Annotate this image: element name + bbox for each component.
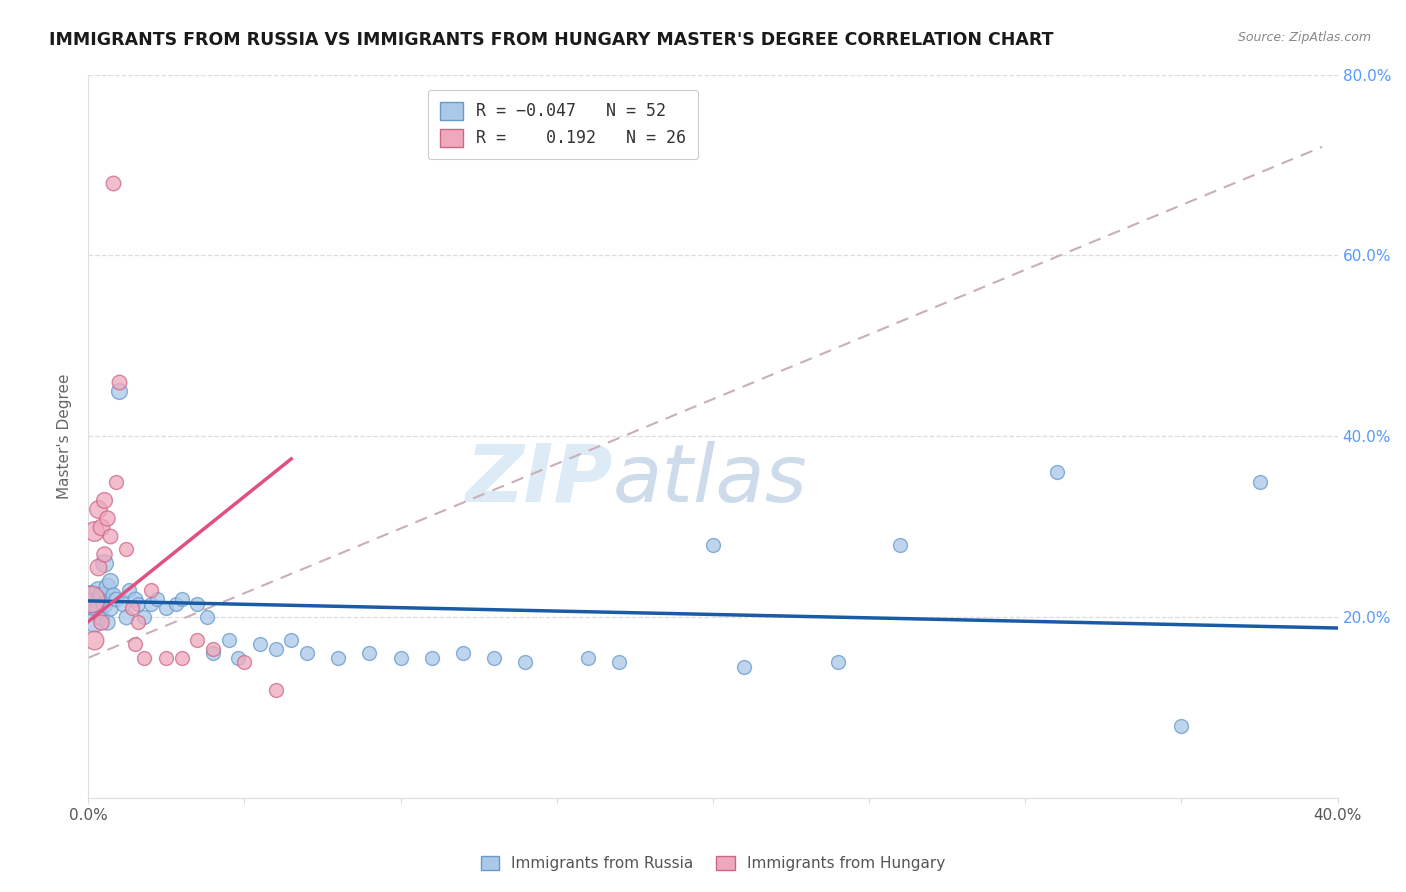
Point [889,538,911,552]
Point [515,656,537,670]
Text: IMMIGRANTS FROM RUSSIA VS IMMIGRANTS FROM HUNGARY MASTER'S DEGREE CORRELATION CH: IMMIGRANTS FROM RUSSIA VS IMMIGRANTS FRO… [49,31,1053,49]
Point [93,547,115,561]
Point [111,597,134,611]
Point [124,637,146,651]
Point [108,375,131,389]
Point [195,610,218,624]
Point [218,632,240,647]
Point [86,582,108,597]
Point [165,597,187,611]
Point [101,588,124,602]
Point [83,597,105,611]
Point [170,592,193,607]
Point [86,560,108,574]
Point [108,384,131,398]
Point [139,582,162,597]
Point [827,656,849,670]
Point [249,637,271,651]
Point [359,646,381,660]
Point [105,592,128,607]
Point [264,641,287,656]
Point [233,656,256,670]
Point [127,615,149,629]
Point [90,615,112,629]
Point [420,651,443,665]
Point [484,651,506,665]
Point [98,574,121,588]
Text: Source: ZipAtlas.com: Source: ZipAtlas.com [1237,31,1371,45]
Point [733,660,755,674]
Point [280,632,302,647]
Point [90,610,112,624]
Point [93,597,115,611]
Point [118,582,141,597]
Point [139,597,162,611]
Point [101,176,124,190]
Point [202,646,225,660]
Point [186,632,208,647]
Point [93,556,115,570]
Point [451,646,474,660]
Point [127,597,149,611]
Point [155,601,177,615]
Point [134,651,156,665]
Point [389,651,412,665]
Point [264,682,287,697]
Point [1045,466,1067,480]
Point [1249,475,1271,489]
Point [83,632,105,647]
Point [80,592,103,607]
Point [83,524,105,539]
Point [170,651,193,665]
Point [186,597,208,611]
Point [155,651,177,665]
Point [202,641,225,656]
Legend: R = −0.047   N = 52, R =    0.192   N = 26: R = −0.047 N = 52, R = 0.192 N = 26 [427,90,697,159]
Point [226,651,249,665]
Point [576,651,599,665]
Point [90,588,112,602]
Point [83,615,105,629]
Point [607,656,630,670]
Point [295,646,318,660]
Point [86,501,108,516]
Point [134,610,156,624]
Point [93,492,115,507]
Y-axis label: Master's Degree: Master's Degree [58,374,72,499]
Point [105,475,128,489]
Point [98,601,121,615]
Point [114,542,136,557]
Point [326,651,349,665]
Point [124,592,146,607]
Point [90,520,112,534]
Point [114,610,136,624]
Point [86,601,108,615]
Point [96,510,118,524]
Point [121,601,143,615]
Point [80,592,103,607]
Point [1170,719,1192,733]
Point [96,578,118,592]
Point [98,529,121,543]
Point [96,615,118,629]
Text: ZIP: ZIP [465,441,613,519]
Text: atlas: atlas [613,441,807,519]
Point [702,538,724,552]
Point [146,592,169,607]
